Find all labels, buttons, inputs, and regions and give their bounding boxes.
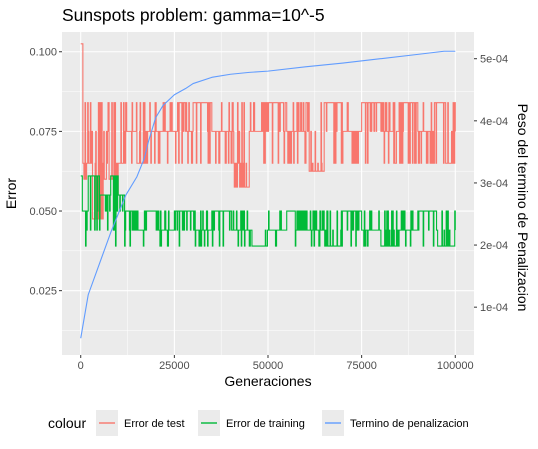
x-tick-label: 75000	[346, 360, 377, 372]
x-tick-label: 25000	[159, 360, 190, 372]
y-axis-label: Error	[3, 178, 19, 209]
legend: colour Error de test Error de training Ter…	[48, 410, 469, 436]
chart-title: Sunspots problem: gamma=10^-5	[62, 5, 325, 25]
y-right-tick-label: 1e-04	[480, 302, 508, 314]
y-axis-right-label: Peso del termino de Penalizacion	[515, 104, 531, 312]
series-line-termino-de-penalizacion	[80, 50, 456, 339]
x-axis-label: Generaciones	[224, 373, 311, 389]
legend-label: Termino de penalizacion	[350, 418, 469, 430]
series-line-error-de-training	[80, 175, 456, 247]
legend-title: colour	[48, 415, 86, 431]
y-tick-label: 0.025	[29, 286, 57, 298]
y-right-tick-label: 2e-04	[480, 240, 508, 252]
y-right-tick-label: 3e-04	[480, 178, 508, 190]
y-tick-label: 0.100	[29, 47, 57, 59]
x-tick-label: 0	[78, 360, 84, 372]
y-right-tick-label: 5e-04	[480, 54, 508, 66]
y-tick-label: 0.075	[29, 126, 57, 138]
legend-label: Error de test	[124, 418, 185, 430]
axes-layer: 0 25000 50000 75000 100000 0.025 0.050 0.075 0.1…	[29, 47, 508, 372]
x-tick-label: 50000	[253, 360, 284, 372]
y-tick-label: 0.050	[29, 206, 57, 218]
legend-label: Error de training	[226, 418, 305, 430]
y-right-tick-label: 4e-04	[480, 116, 508, 128]
series-layer	[80, 43, 456, 339]
x-tick-label: 100000	[437, 360, 474, 372]
